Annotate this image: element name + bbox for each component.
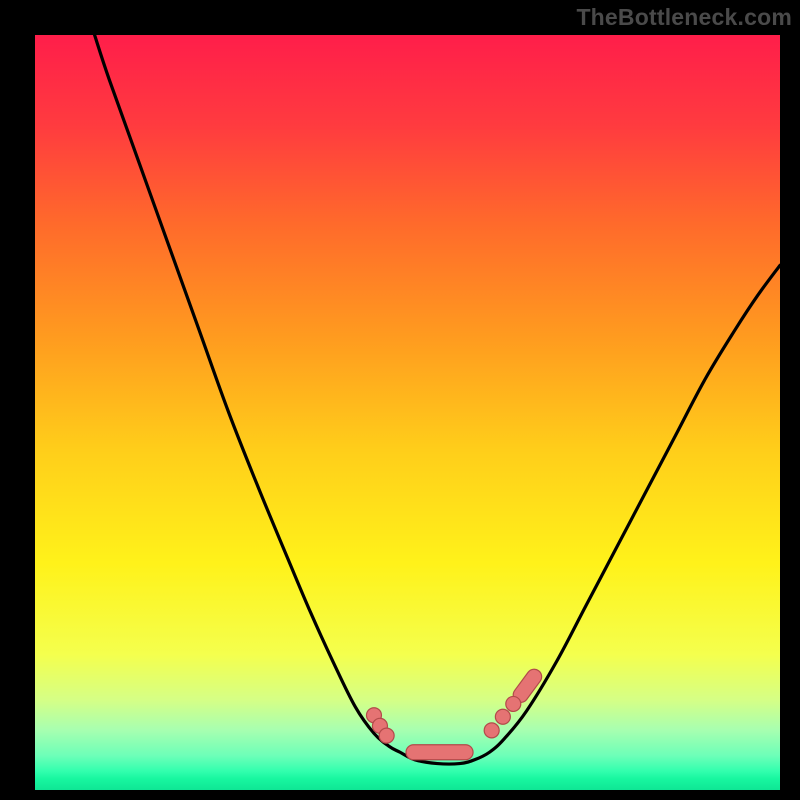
plot-area [35,35,780,790]
chart-container: TheBottleneck.com [0,0,800,800]
watermark-text: TheBottleneck.com [576,4,792,31]
